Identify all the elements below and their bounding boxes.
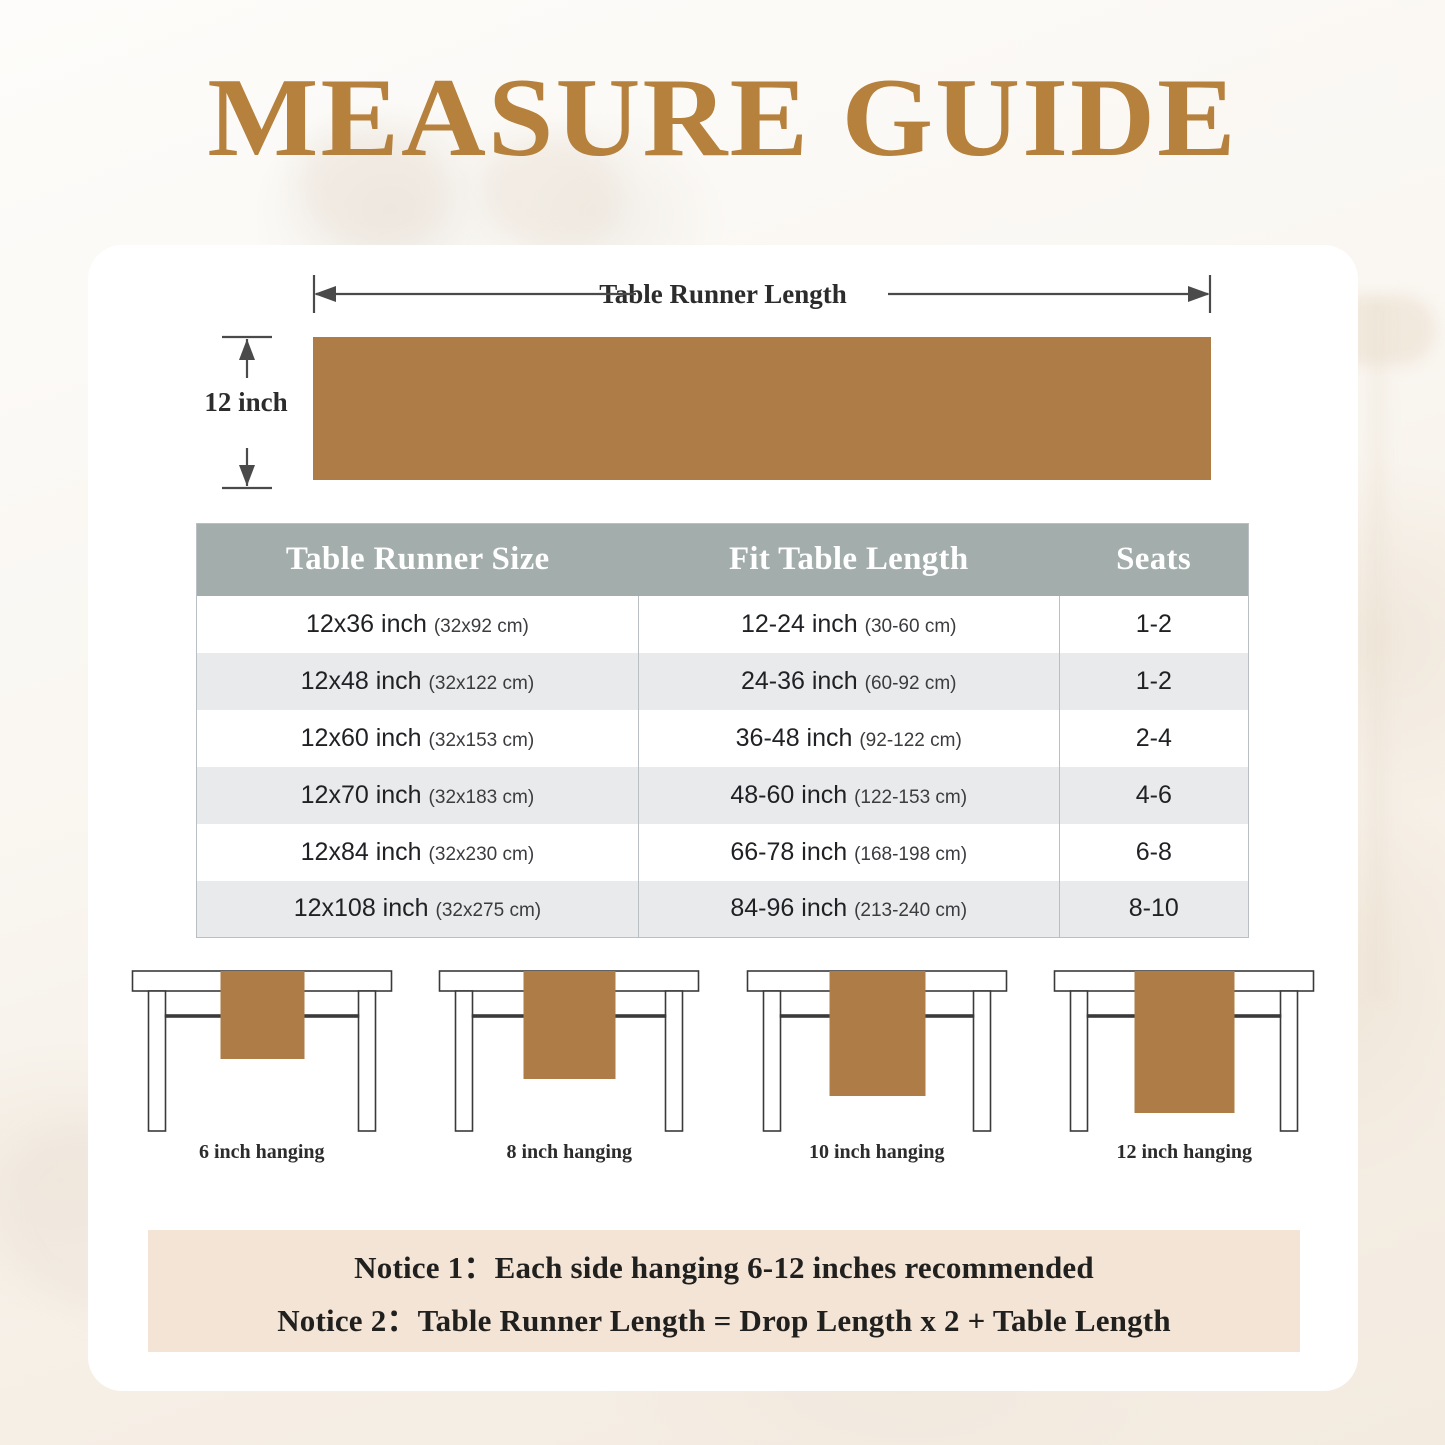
cell-runner-size: 12x60 inch (32x153 cm) (196, 709, 639, 767)
runner-drape (523, 971, 616, 1079)
column-header-runner-size: Table Runner Size (196, 523, 639, 596)
table-row: 12x60 inch (32x153 cm) 36-48 inch (92-12… (196, 709, 1249, 767)
runner-size-inch: 12x48 inch (300, 666, 422, 695)
fit-length-cm: (30-60 cm) (864, 615, 957, 637)
cell-runner-size: 12x84 inch (32x230 cm) (196, 823, 639, 881)
hanging-label: 8 inch hanging (506, 1141, 633, 1163)
runner-drape (220, 971, 305, 1059)
runner-size-cm: (32x92 cm) (433, 615, 529, 637)
runner-size-cm: (32x153 cm) (428, 729, 535, 751)
hanging-illustration-6in: 6 inch hanging (108, 963, 416, 1178)
table-drawing (131, 970, 393, 1132)
table-row: 12x84 inch (32x230 cm) 66-78 inch (168-1… (196, 823, 1249, 881)
cell-fit-length: 24-36 inch (60-92 cm) (637, 652, 1060, 710)
runner-size-cm: (32x275 cm) (435, 900, 542, 922)
cell-runner-size: 12x108 inch (32x275 cm) (196, 880, 639, 938)
fit-length-cm: (213-240 cm) (854, 900, 968, 922)
runner-drape (829, 971, 926, 1096)
notice-box: Notice 1：Each side hanging 6-12 inches r… (148, 1230, 1300, 1352)
fit-length-cm: (92-122 cm) (859, 729, 962, 751)
background-vase-right (480, 135, 620, 250)
cell-fit-length: 12-24 inch (30-60 cm) (637, 595, 1060, 653)
runner-size-inch: 12x108 inch (293, 894, 429, 923)
runner-width-label: 12 inch (204, 387, 288, 417)
fit-length-cm: (168-198 cm) (854, 843, 968, 865)
table-drawing (438, 970, 700, 1132)
cell-seats: 2-4 (1059, 709, 1249, 767)
cell-seats: 8-10 (1059, 880, 1249, 938)
table-row: 12x108 inch (32x275 cm) 84-96 inch (213-… (196, 880, 1249, 938)
content-card: Table Runner Length 12 inch (88, 245, 1358, 1391)
fit-length-inch: 84-96 inch (730, 894, 848, 923)
fit-length-cm: (60-92 cm) (864, 672, 957, 694)
hanging-illustration-8in: 8 inch hanging (416, 963, 724, 1178)
cell-seats: 1-2 (1059, 595, 1249, 653)
runner-size-cm: (32x122 cm) (428, 672, 535, 694)
background-vase-left (300, 130, 450, 250)
runner-swatch (313, 337, 1211, 480)
fit-length-inch: 24-36 inch (740, 666, 858, 695)
table-row: 12x36 inch (32x92 cm) 12-24 inch (30-60 … (196, 595, 1249, 653)
table-header-row: Table Runner Size Fit Table Length Seats (196, 523, 1249, 596)
fit-length-inch: 12-24 inch (740, 609, 858, 638)
notice-line-2: Notice 2：Table Runner Length = Drop Leng… (277, 1303, 1171, 1338)
cell-seats: 4-6 (1059, 766, 1249, 824)
page-title: MEASURE GUIDE (207, 56, 1238, 180)
width-dimension-arrow (222, 335, 272, 490)
hanging-illustrations: 6 inch hanging 8 inch hanging (108, 963, 1338, 1178)
notice-line-1: Notice 1：Each side hanging 6-12 inches r… (354, 1250, 1094, 1285)
fit-length-inch: 36-48 inch (735, 723, 853, 752)
cell-seats: 1-2 (1059, 652, 1249, 710)
fit-length-inch: 66-78 inch (730, 837, 848, 866)
runner-drape (1134, 971, 1235, 1113)
cell-fit-length: 84-96 inch (213-240 cm) (637, 880, 1060, 938)
runner-length-label: Table Runner Length (599, 279, 847, 309)
runner-size-inch: 12x84 inch (300, 837, 422, 866)
runner-size-inch: 12x60 inch (300, 723, 422, 752)
runner-size-cm: (32x230 cm) (428, 843, 535, 865)
table-row: 12x70 inch (32x183 cm) 48-60 inch (122-1… (196, 766, 1249, 824)
length-dimension-arrow (312, 275, 1212, 313)
cell-fit-length: 48-60 inch (122-153 cm) (637, 766, 1060, 824)
size-chart-table: Table Runner Size Fit Table Length Seats… (196, 523, 1249, 938)
cell-runner-size: 12x70 inch (32x183 cm) (196, 766, 639, 824)
table-drawing (1053, 970, 1315, 1132)
column-header-fit-length: Fit Table Length (638, 523, 1060, 596)
fit-length-cm: (122-153 cm) (854, 786, 968, 808)
runner-size-cm: (32x183 cm) (428, 786, 535, 808)
cell-seats: 6-8 (1059, 823, 1249, 881)
cell-fit-length: 66-78 inch (168-198 cm) (637, 823, 1060, 881)
cell-fit-length: 36-48 inch (92-122 cm) (637, 709, 1060, 767)
hanging-illustration-12in: 12 inch hanging (1031, 963, 1339, 1178)
cell-runner-size: 12x36 inch (32x92 cm) (196, 595, 639, 653)
fit-length-inch: 48-60 inch (730, 780, 848, 809)
table-drawing (746, 970, 1008, 1132)
runner-dimension-diagram: Table Runner Length 12 inch (88, 245, 1358, 500)
runner-size-inch: 12x70 inch (300, 780, 422, 809)
hanging-label: 10 inch hanging (808, 1141, 945, 1163)
runner-size-inch: 12x36 inch (305, 609, 427, 638)
hanging-label: 12 inch hanging (1116, 1141, 1253, 1163)
cell-runner-size: 12x48 inch (32x122 cm) (196, 652, 639, 710)
column-header-seats: Seats (1059, 523, 1249, 596)
hanging-illustration-10in: 10 inch hanging (723, 963, 1031, 1178)
table-body: 12x36 inch (32x92 cm) 12-24 inch (30-60 … (196, 595, 1249, 938)
table-row: 12x48 inch (32x122 cm) 24-36 inch (60-92… (196, 652, 1249, 710)
hanging-label: 6 inch hanging (198, 1141, 325, 1163)
